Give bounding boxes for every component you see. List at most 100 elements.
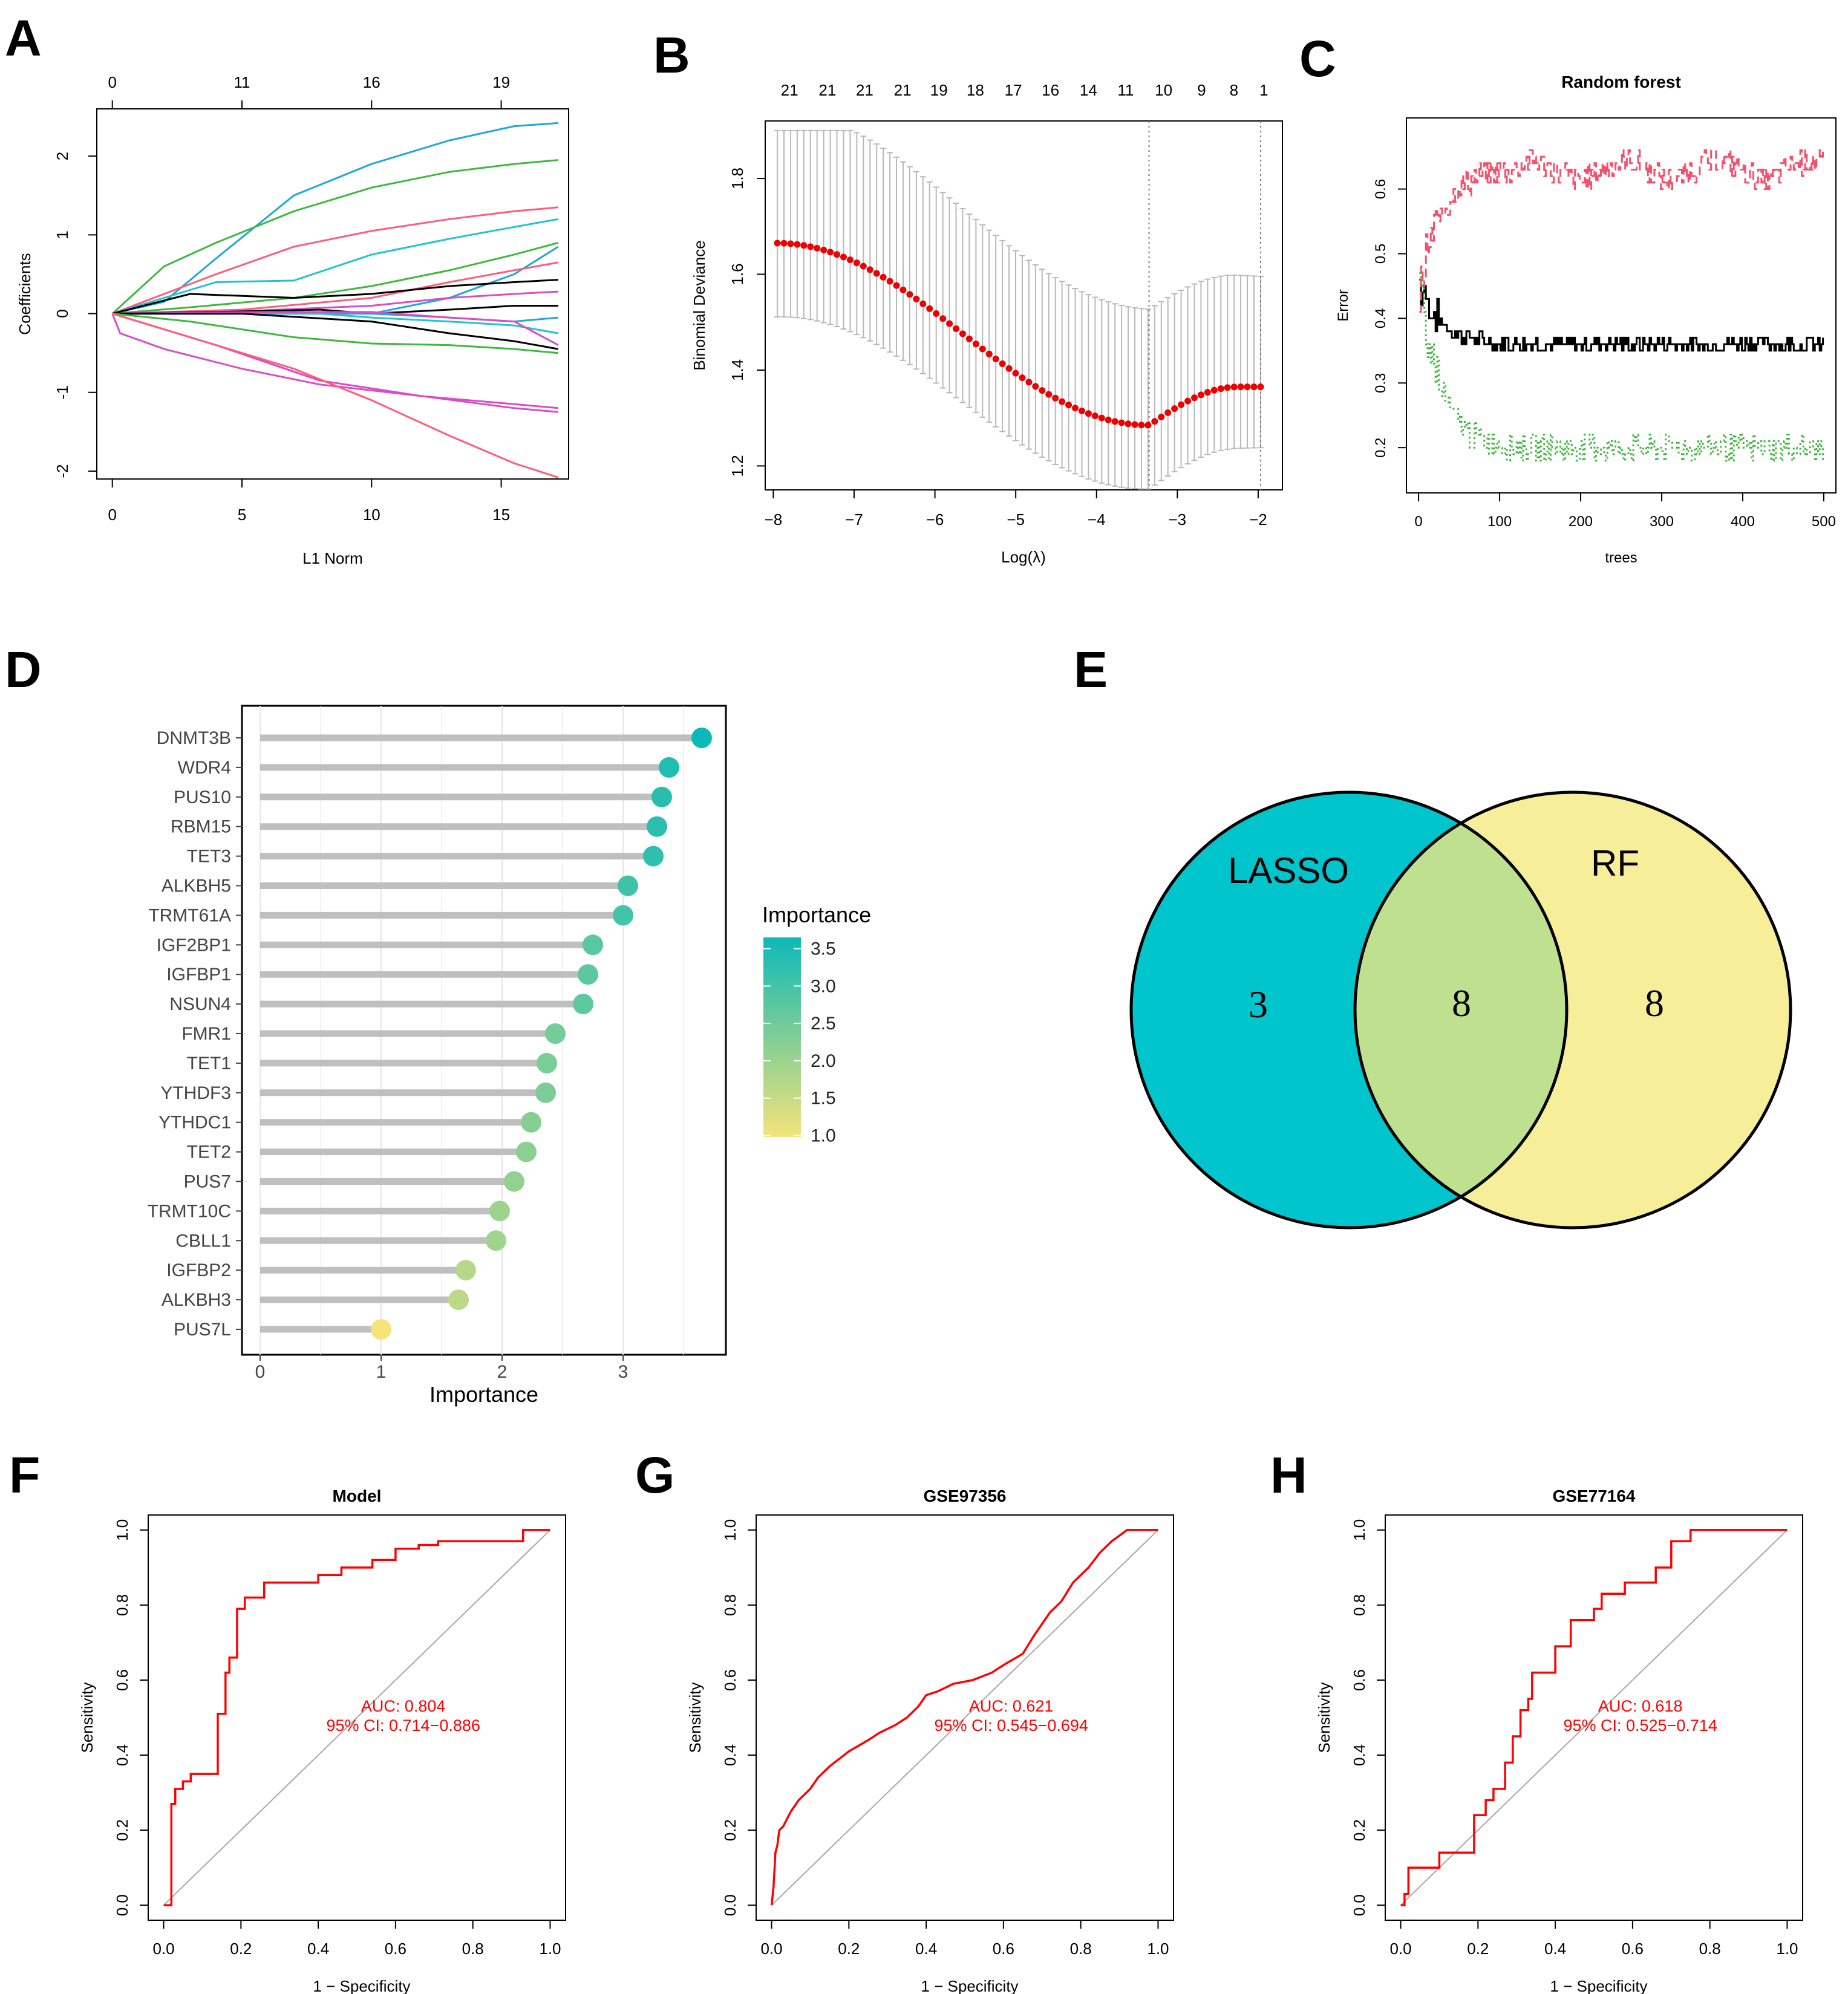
- y-tick-label: 1.4: [728, 359, 746, 381]
- deviance-point: [853, 259, 860, 267]
- lollipop-dot: [583, 934, 603, 956]
- y-tick-label: 0.6: [721, 1669, 739, 1691]
- top-tick-label: 10: [1155, 81, 1172, 99]
- roc-curve-model: 0.0 0.2 0.4 0.6 0.8 1.0 0.0 0.2 0.4 0.6 0.8 1.0 Mode…: [78, 1487, 566, 1994]
- plot-frame: [756, 1514, 1174, 1921]
- coefficient-path-8: [112, 279, 558, 315]
- x-tick-label: 0.6: [1622, 1940, 1644, 1958]
- deviance-point: [939, 315, 947, 322]
- x-tick-label: −2: [1249, 510, 1267, 529]
- deviance-point: [1190, 394, 1198, 402]
- panel-letter-b: B: [653, 27, 690, 83]
- x-tick-label: 1: [376, 1362, 387, 1382]
- deviance-point: [880, 273, 887, 281]
- deviance-point: [913, 295, 920, 302]
- deviance-point: [1032, 383, 1039, 390]
- chart-title: GSE97356: [924, 1487, 1007, 1505]
- auc-confidence-interval: 95% CI: 0.545−0.694: [934, 1716, 1088, 1735]
- gene-label: IGFBP1: [166, 965, 231, 985]
- reference-diagonal: [1400, 1530, 1788, 1906]
- deviance-point: [1091, 412, 1099, 420]
- x-tick-label: 10: [363, 506, 380, 524]
- auc-confidence-interval: 95% CI: 0.714−0.886: [326, 1716, 480, 1735]
- deviance-point: [814, 244, 821, 252]
- gene-labels: DNMT3B WDR4 PUS10 RBM15 TET3 ALKBH5 TRMT61A IGF…: [148, 728, 242, 1340]
- gene-label: WDR4: [178, 758, 231, 778]
- coefficient-path-6: [112, 246, 559, 315]
- lollipop-dot: [535, 1082, 556, 1103]
- deviance-point: [1244, 383, 1251, 391]
- roc-curve-gse77164: 0.0 0.2 0.4 0.6 0.8 1.0 0.0 0.2 0.4 0.6 0.8 1.0 GSE7…: [1315, 1487, 1803, 1994]
- venn-left-label: LASSO: [1228, 850, 1349, 891]
- gene-label: DNMT3B: [157, 728, 231, 748]
- deviance-point: [999, 360, 1006, 368]
- panel-letter-e: E: [1074, 641, 1108, 698]
- panel-letter-c: C: [1299, 30, 1336, 87]
- x-tick-label: 1.0: [1147, 1940, 1169, 1958]
- y-tick-label: 0.3: [1373, 373, 1389, 393]
- deviance-point: [1105, 416, 1112, 423]
- deviance-point: [1039, 387, 1046, 394]
- lollipop-dot: [578, 964, 598, 985]
- gene-label: TRMT10C: [148, 1201, 231, 1221]
- error-line-class-2: [1419, 272, 1824, 462]
- deviance-point: [827, 249, 834, 256]
- lollipop-dot: [371, 1319, 391, 1340]
- panel-letter-d: D: [5, 641, 42, 698]
- lollipop-dots: [371, 728, 712, 1340]
- lollipop-dot: [486, 1230, 506, 1251]
- deviance-point: [1025, 379, 1033, 386]
- deviance-point: [1197, 391, 1204, 399]
- y-tick-label: 0.2: [1350, 1819, 1368, 1841]
- x-tick-label: 0.0: [1389, 1940, 1411, 1958]
- auc-value: AUC: 0.618: [1598, 1697, 1683, 1715]
- venn-left-count: 3: [1249, 983, 1268, 1026]
- legend-tick-label: 2.5: [811, 1014, 836, 1034]
- gene-label: IGFBP2: [166, 1260, 231, 1280]
- x-tick-label: −4: [1088, 510, 1106, 529]
- auc-confidence-interval: 95% CI: 0.525−0.714: [1563, 1716, 1717, 1735]
- coefficient-path-16: [111, 313, 559, 409]
- lollipop-dot: [504, 1171, 524, 1192]
- panel-letter-f: F: [9, 1447, 40, 1504]
- top-tick-label: 0: [108, 73, 116, 91]
- gene-label: PUS10: [174, 787, 231, 807]
- x-axis-label: Log(λ): [1001, 548, 1046, 566]
- coefficient-path-4: [112, 218, 559, 315]
- random-forest-error-chart: Random forest 0 100 200 300 400 500 0.2 0.3 0.4…: [1335, 73, 1837, 566]
- deviance-point: [1224, 384, 1231, 391]
- legend-tick-label: 1.0: [811, 1126, 836, 1146]
- coefficient-path-17: [112, 313, 559, 413]
- legend-title: Importance: [762, 902, 871, 927]
- x-tick-label: 1.0: [1776, 1940, 1798, 1958]
- legend-ticks: 3.5 3.0 2.5 2.0 1.5 1.0: [763, 939, 836, 1146]
- x-tick-label: −3: [1169, 510, 1187, 529]
- top-tick-label: 11: [1117, 81, 1134, 99]
- deviance-point: [1210, 386, 1218, 394]
- y-tick-label: 0.8: [721, 1594, 739, 1616]
- lollipop-dot: [691, 728, 712, 748]
- y-axis-ticks: 1.2 1.4 1.6 1.8: [728, 168, 765, 477]
- deviance-point: [1151, 418, 1158, 425]
- lollipop-dot: [489, 1201, 510, 1222]
- coefficient-path-1: [112, 122, 559, 315]
- top-axis-ticks: 0 11 16 19: [108, 73, 510, 109]
- x-axis-label: L1 Norm: [302, 549, 363, 567]
- lollipop-dot: [448, 1289, 469, 1311]
- x-tick-label: 300: [1650, 513, 1674, 530]
- panel-letter-a: A: [5, 10, 42, 67]
- coefficient-path-18: [112, 313, 559, 478]
- deviance-points: [774, 239, 1264, 429]
- deviance-point: [906, 291, 913, 298]
- y-tick-label: 0.6: [1350, 1669, 1368, 1691]
- top-tick-label: 8: [1230, 81, 1238, 99]
- y-tick-label: 0.5: [1373, 244, 1389, 264]
- x-tick-label: 0: [108, 506, 116, 524]
- deviance-point: [1078, 407, 1085, 414]
- deviance-point: [985, 350, 993, 357]
- x-tick-label: 400: [1731, 513, 1755, 530]
- feature-importance-lollipop-chart: DNMT3B WDR4 PUS10 RBM15 TET3 ALKBH5 TRMT61A IGF…: [148, 705, 871, 1407]
- y-tick-label: 0.6: [113, 1669, 131, 1691]
- top-tick-label: 19: [930, 81, 948, 99]
- top-axis-ticks: 21 21 21 21 19 18 17 16 14 11 10 9 8 1: [781, 81, 1268, 99]
